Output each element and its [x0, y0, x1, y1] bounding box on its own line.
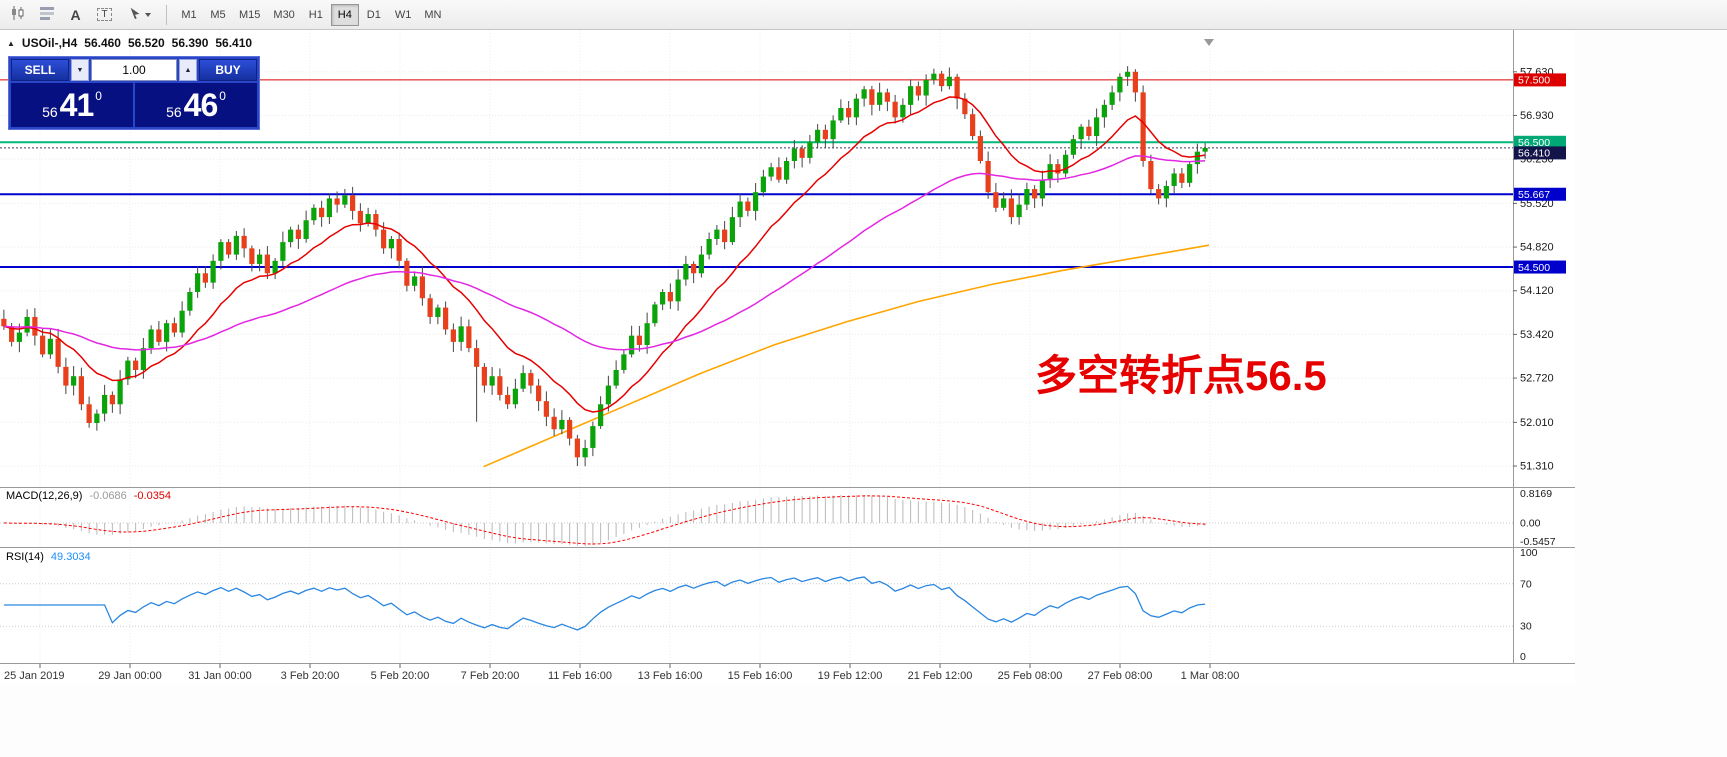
candlestick-chart-icon	[10, 5, 26, 24]
bid-pip-digit: 0	[95, 89, 102, 103]
timeframe-m5-button[interactable]: M5	[204, 4, 232, 26]
rsi-value: 49.3034	[50, 551, 91, 563]
timeframe-m1-button[interactable]: M1	[175, 4, 203, 26]
svg-text:25 Jan 2019: 25 Jan 2019	[4, 670, 65, 682]
ask-pip-digit: 0	[219, 89, 226, 103]
text-tool-button[interactable]: T	[91, 3, 118, 27]
svg-text:52.010: 52.010	[1520, 417, 1554, 429]
macd-title: MACD(12,26,9)	[6, 490, 83, 502]
svg-text:21 Feb 12:00: 21 Feb 12:00	[908, 670, 973, 682]
svg-text:11 Feb 16:00: 11 Feb 16:00	[548, 670, 612, 682]
cursor-tool-button[interactable]	[120, 3, 158, 27]
ask-main-digits: 46	[183, 87, 219, 123]
chart-canvas[interactable]: 57.63056.93056.23055.52054.82054.12053.4…	[0, 30, 1575, 684]
timeframe-m15-button[interactable]: M15	[233, 4, 266, 26]
ohlc-open-value: 56.460	[84, 36, 121, 50]
bid-price-tile[interactable]: 56 41 0	[11, 83, 133, 127]
svg-text:100: 100	[1520, 547, 1538, 559]
svg-text:53.420: 53.420	[1520, 329, 1554, 341]
sell-button[interactable]: SELL	[11, 59, 69, 81]
ask-prefix: 56	[166, 104, 182, 120]
timeframe-d1-button[interactable]: D1	[360, 4, 388, 26]
indicator-list-icon	[39, 5, 55, 24]
chart-annotation[interactable]: 多空转折点56.5	[1035, 352, 1327, 399]
svg-text:1 Mar 08:00: 1 Mar 08:00	[1181, 670, 1240, 682]
svg-text:54.820: 54.820	[1520, 242, 1554, 254]
svg-text:55.667: 55.667	[1518, 189, 1550, 201]
svg-text:13 Feb 16:00: 13 Feb 16:00	[638, 670, 703, 682]
expand-triangle-icon: ▲	[7, 38, 15, 48]
ohlc-high-value: 56.520	[127, 36, 165, 50]
timeframe-bar: M1 M5 M15 M30 H1 H4 D1 W1 MN	[175, 3, 447, 26]
price-tiles-row: 56 41 0 56 46 0	[11, 83, 257, 127]
svg-text:56.410: 56.410	[1518, 148, 1550, 160]
volume-input[interactable]	[91, 59, 177, 81]
macd-signal-value: -0.0354	[133, 490, 172, 502]
volume-increase-button[interactable]: ▲	[179, 59, 197, 81]
svg-text:25 Feb 08:00: 25 Feb 08:00	[998, 670, 1063, 682]
svg-text:54.120: 54.120	[1520, 285, 1554, 297]
svg-text:15 Feb 16:00: 15 Feb 16:00	[728, 670, 793, 682]
one-click-trading-panel: SELL ▼ ▲ BUY 56 41 0 56 46 0	[8, 56, 260, 130]
order-controls-row: SELL ▼ ▲ BUY	[11, 59, 257, 81]
ask-price-tile[interactable]: 56 46 0	[135, 83, 257, 127]
rsi-label: RSI(14) 49.3034	[6, 551, 91, 563]
cursor-arrow-icon	[128, 6, 142, 23]
bid-prefix: 56	[42, 104, 58, 120]
svg-text:51.310: 51.310	[1520, 461, 1554, 473]
ohlc-low-value: 56.390	[171, 36, 209, 50]
symbol-label: USOil-,H4	[21, 36, 78, 50]
svg-text:30: 30	[1520, 621, 1532, 633]
timeframe-h4-button[interactable]: H4	[330, 3, 359, 26]
svg-text:57.500: 57.500	[1518, 75, 1550, 87]
chevron-down-icon	[144, 12, 151, 17]
svg-text:56.930: 56.930	[1520, 110, 1554, 122]
chart-area: 57.630 56.930 56.230 55.520 54.820 54.120 53.4…	[0, 30, 1727, 757]
svg-text:3 Feb 20:00: 3 Feb 20:00	[281, 670, 340, 682]
bid-main-digits: 41	[59, 87, 95, 123]
svg-text:0: 0	[1520, 651, 1526, 663]
svg-text:7 Feb 20:00: 7 Feb 20:00	[461, 670, 520, 682]
svg-text:52.720: 52.720	[1520, 373, 1554, 385]
chart-header: ▲ USOil-,H4 56.460 56.520 56.390 56.410	[7, 36, 252, 50]
svg-text:56.500: 56.500	[1518, 137, 1550, 149]
candlestick-style-button[interactable]	[4, 3, 31, 27]
timeframe-m30-button[interactable]: M30	[267, 4, 300, 26]
volume-decrease-button[interactable]: ▼	[71, 59, 89, 81]
svg-text:27 Feb 08:00: 27 Feb 08:00	[1088, 670, 1153, 682]
main-toolbar: A T M1 M5 M15 M30 H1 H4 D1 W1 MN	[0, 0, 1727, 30]
font-tool-button[interactable]: A	[62, 3, 89, 27]
svg-text:5 Feb 20:00: 5 Feb 20:00	[371, 670, 430, 682]
svg-text:54.500: 54.500	[1518, 262, 1550, 274]
svg-text:31 Jan 00:00: 31 Jan 00:00	[188, 670, 252, 682]
macd-label: MACD(12,26,9) -0.0686 -0.0354	[6, 490, 171, 502]
svg-text:70: 70	[1520, 579, 1532, 591]
svg-text:19 Feb 12:00: 19 Feb 12:00	[818, 670, 883, 682]
macd-main-value: -0.0686	[89, 490, 127, 502]
rsi-title: RSI(14)	[6, 551, 44, 563]
svg-text:29 Jan 00:00: 29 Jan 00:00	[98, 670, 162, 682]
timeframe-h1-button[interactable]: H1	[302, 4, 330, 26]
svg-text:0.00: 0.00	[1520, 518, 1541, 530]
timeframe-w1-button[interactable]: W1	[389, 4, 418, 26]
buy-button[interactable]: BUY	[199, 59, 257, 81]
text-tool-icon: T	[97, 8, 112, 21]
svg-text:-0.5457: -0.5457	[1520, 536, 1556, 548]
timeframe-mn-button[interactable]: MN	[418, 4, 447, 26]
svg-text:55.520: 55.520	[1520, 198, 1554, 210]
ohlc-close-value: 56.410	[215, 36, 253, 50]
toolbar-separator	[166, 4, 167, 25]
indicator-list-button[interactable]	[33, 3, 60, 27]
svg-text:0.8169: 0.8169	[1520, 488, 1552, 500]
